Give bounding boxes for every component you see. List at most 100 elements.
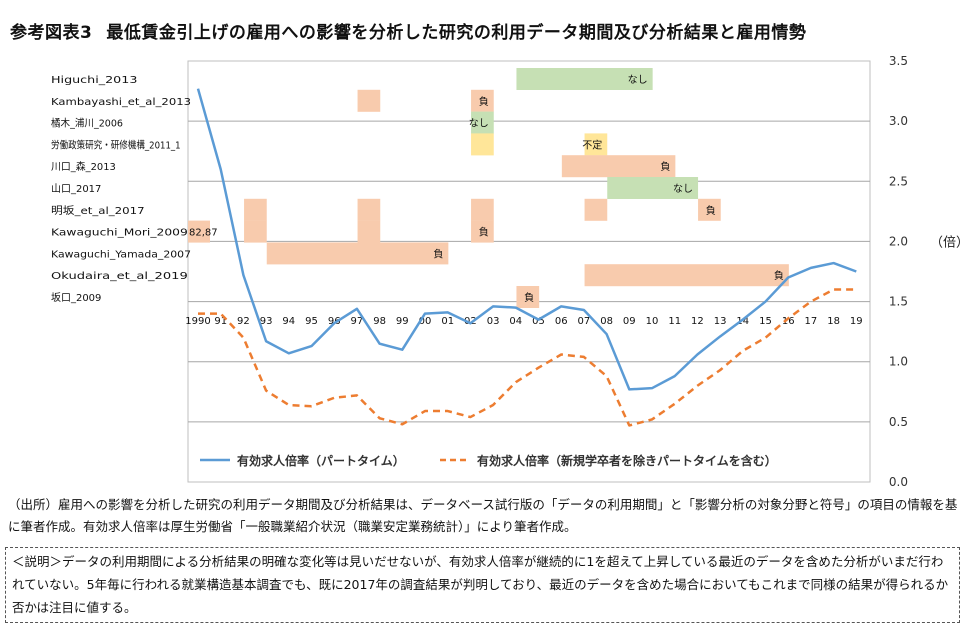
y-tick-label: 1.5 xyxy=(889,295,908,309)
x-tick-label: 05 xyxy=(532,316,545,327)
study-label: 坂口_2009 xyxy=(51,292,101,304)
study-label: Higuchi_2013 xyxy=(51,75,137,86)
x-tick-label: 98 xyxy=(373,316,386,327)
x-tick-label: 17 xyxy=(805,316,818,327)
study-bar xyxy=(471,220,494,243)
study-bar xyxy=(266,242,449,265)
study-bar xyxy=(516,68,653,90)
study-label: 山口_2017 xyxy=(51,183,101,195)
study-bar xyxy=(516,286,540,308)
x-tick-label: 07 xyxy=(578,316,591,327)
series-line-2 xyxy=(198,288,857,427)
x-tick-label: 99 xyxy=(396,316,409,327)
study-result-label: 負 xyxy=(479,227,489,239)
y-tick-label: 1.0 xyxy=(889,355,908,369)
study-label: Kawaguchi_Mori_2009 xyxy=(51,228,188,239)
study-bar xyxy=(698,198,721,221)
x-tick-label: 11 xyxy=(668,316,681,327)
study-label: 明坂_et_al_2017 xyxy=(51,205,145,217)
x-tick-label: 14 xyxy=(736,316,749,327)
x-tick-label: 96 xyxy=(328,316,341,327)
series-line-1 xyxy=(196,88,857,391)
x-tick-label: 04 xyxy=(509,316,522,327)
legend-label-2: 有効求人倍率（新規学卒者を除きパートタイムを含む） xyxy=(477,453,777,468)
study-result-label: 負 xyxy=(524,292,534,304)
study-bar xyxy=(561,155,676,178)
study-bar xyxy=(607,177,699,199)
page-title: 参考図表3 最低賃金引上げの雇用への影響を分析した研究の利用データ期間及び分析結果… xyxy=(10,18,806,43)
study-bar xyxy=(357,220,381,243)
study-result-label: なし xyxy=(469,118,489,130)
study-result-label: 負 xyxy=(774,270,784,282)
study-label: 川口_森_2013 xyxy=(51,160,116,173)
study-label: Kambayashi_et_al_2013 xyxy=(51,97,191,108)
study-result-label: なし xyxy=(628,74,648,86)
study-result-label: 負 xyxy=(433,248,443,260)
study-label: 労働政策研究・研修機構_2011_1 xyxy=(51,138,181,151)
study-bar xyxy=(584,264,789,287)
study-bar xyxy=(471,133,494,156)
x-tick-label: 08 xyxy=(600,316,613,327)
study-bar xyxy=(357,198,381,221)
grid xyxy=(187,60,871,483)
y-axis: 0.0 0.5 1.0 1.5 2.0 2.5 3.0 3.5 （倍） xyxy=(889,54,969,489)
study-label: 橘木_浦川_2006 xyxy=(51,117,123,130)
x-tick-label: 03 xyxy=(487,316,500,327)
y-tick-label: 3.5 xyxy=(889,54,908,68)
title-text: 最低賃金引上げの雇用への影響を分析した研究の利用データ期間及び分析結果と雇用情勢 xyxy=(106,23,807,43)
x-tick-label: 95 xyxy=(305,316,318,327)
x-tick-label: 10 xyxy=(646,316,659,327)
study-bar xyxy=(471,111,494,134)
study-bar xyxy=(244,220,267,243)
y-axis-label: （倍） xyxy=(930,235,969,250)
study-result-label: なし xyxy=(673,183,693,195)
y-tick-label: 2.0 xyxy=(889,234,908,248)
x-tick-label: 92 xyxy=(237,316,250,327)
chart: 0.0 0.5 1.0 1.5 2.0 2.5 3.0 3.5 （倍） Higuchi_2013… xyxy=(51,54,969,489)
study-result-label: 82,87 xyxy=(189,228,218,239)
legend: 有効求人倍率（パートタイム） 有効求人倍率（新規学卒者を除きパートタイムを含む） xyxy=(200,453,777,468)
explanation-box: ＜説明＞データの利用期間による分析結果の明確な変化等は見いだせないが、有効求人倍… xyxy=(5,547,960,623)
study-result-label: 不定 xyxy=(582,138,602,151)
x-tick-label: 15 xyxy=(759,316,772,327)
y-tick-label: 2.5 xyxy=(889,174,908,188)
study-result-label: 負 xyxy=(660,161,670,173)
study-bar xyxy=(188,220,210,243)
study-result-label: 負 xyxy=(479,96,489,108)
x-tick-label: 06 xyxy=(555,316,568,327)
x-tick-label: 19 xyxy=(850,316,863,327)
plot-area xyxy=(187,60,871,483)
x-tick-label: 93 xyxy=(260,316,273,327)
study-bar xyxy=(244,198,267,221)
study-bar xyxy=(584,133,608,156)
study-label: Kawaguchi_Yamada_2007 xyxy=(51,249,191,260)
study-label: Okudaira_et_al_2019 xyxy=(51,271,188,282)
x-axis: 1990 91 92 93 94 95 96 97 98 99 00 01 02 03 04 05 06 07 08… xyxy=(185,316,862,327)
x-tick-label: 12 xyxy=(691,316,704,327)
x-tick-label: 09 xyxy=(623,316,636,327)
x-tick-label: 02 xyxy=(464,316,477,327)
x-tick-label: 91 xyxy=(214,316,227,327)
study-bar xyxy=(357,89,381,112)
x-tick-label: 18 xyxy=(827,316,840,327)
study-bar xyxy=(471,198,494,221)
y-tick-label: 3.0 xyxy=(889,114,908,128)
y-tick-label: 0.0 xyxy=(889,475,908,489)
y-tick-label: 0.5 xyxy=(889,415,908,429)
study-labels: Higuchi_2013 Kambayashi_et_al_2013 橘木_浦川_2… xyxy=(51,75,191,304)
title-prefix: 参考図表3 xyxy=(10,23,93,43)
study-bar xyxy=(584,198,608,221)
x-tick-label: 1990 xyxy=(185,316,210,327)
x-tick-label: 13 xyxy=(714,316,727,327)
x-tick-label: 01 xyxy=(441,316,454,327)
source-note: （出所）雇用への影響を分析した研究の利用データ期間及び分析結果は、データベース試… xyxy=(8,497,958,534)
x-tick-label: 00 xyxy=(419,316,432,327)
study-result-label: 負 xyxy=(706,205,716,217)
x-tick-label: 94 xyxy=(282,316,295,327)
x-tick-label: 97 xyxy=(351,316,364,327)
study-bar xyxy=(471,89,494,112)
series xyxy=(196,88,857,427)
legend-label-1: 有効求人倍率（パートタイム） xyxy=(237,453,405,468)
x-tick-label: 16 xyxy=(782,316,795,327)
